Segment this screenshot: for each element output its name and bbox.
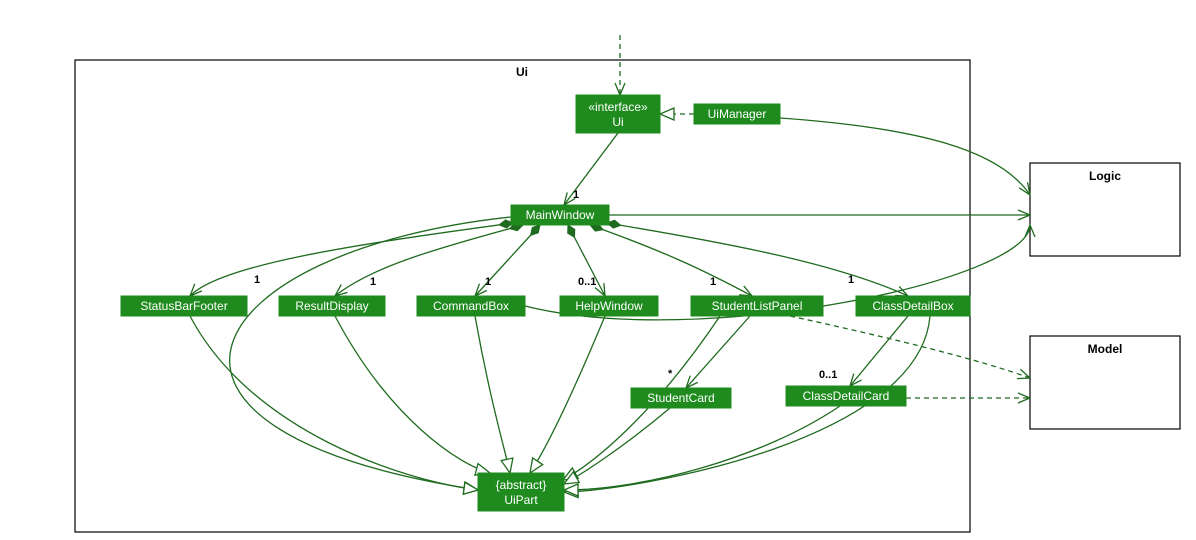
svg-text:StudentCard: StudentCard — [647, 391, 714, 405]
edge-studentcard-to-uipart — [564, 408, 670, 484]
class-statusbarfooter: StatusBarFooter — [121, 296, 247, 316]
package-ui-label: Ui — [516, 65, 528, 79]
class-mainwindow: MainWindow — [511, 205, 609, 225]
svg-text:ClassDetailCard: ClassDetailCard — [803, 389, 890, 403]
class-helpwindow: HelpWindow — [560, 296, 658, 316]
edge-mw-to-classdetailbox — [607, 223, 908, 296]
class-studentlistpanel: StudentListPanel — [691, 296, 823, 316]
svg-text:UiPart: UiPart — [504, 493, 538, 507]
class-studentcard: StudentCard — [631, 388, 731, 408]
svg-text:«interface»: «interface» — [588, 100, 648, 114]
edge-studentlist-to-studentcard — [686, 316, 750, 388]
class-commandbox: CommandBox — [417, 296, 525, 316]
svg-text:ClassDetailBox: ClassDetailBox — [872, 299, 953, 313]
edge-classdetailcard-to-uipart — [564, 406, 840, 490]
package-logic-label: Logic — [1089, 169, 1121, 183]
uml-diagram: Ui Logic Model 1 1 1 1 0..1 1 1 * 0..1 — [0, 0, 1196, 540]
mult-commandbox: 1 — [485, 276, 491, 288]
class-uimanager: UiManager — [694, 104, 780, 124]
mult-studentcard: * — [668, 368, 673, 380]
class-classdetailbox: ClassDetailBox — [856, 296, 970, 316]
mult-helpwindow: 0..1 — [578, 276, 596, 288]
svg-text:CommandBox: CommandBox — [433, 299, 509, 313]
class-ui-interface: «interface» Ui — [576, 95, 660, 133]
mult-classdetailbox: 1 — [848, 274, 854, 286]
edge-commandbox-to-uipart — [475, 316, 510, 473]
edge-mw-to-resultdisplay — [335, 225, 523, 296]
edge-helpwindow-to-uipart — [530, 316, 605, 473]
class-classdetailcard: ClassDetailCard — [786, 386, 906, 406]
svg-text:ResultDisplay: ResultDisplay — [295, 299, 368, 313]
svg-text:MainWindow: MainWindow — [526, 208, 595, 222]
svg-text:UiManager: UiManager — [708, 107, 767, 121]
edge-mw-to-studentlist — [590, 225, 752, 296]
edge-classdetailbox-to-classdetailcard — [850, 316, 908, 386]
class-resultdisplay: ResultDisplay — [279, 296, 385, 316]
mult-studentlist: 1 — [710, 276, 716, 288]
svg-text:HelpWindow: HelpWindow — [575, 299, 643, 313]
mult-mainwindow: 1 — [573, 189, 579, 201]
class-uipart: {abstract} UiPart — [478, 473, 564, 511]
edge-mainwindow-to-uipart — [230, 217, 511, 490]
mult-statusbar: 1 — [254, 274, 260, 286]
edge-uimanager-to-logic — [780, 118, 1030, 195]
svg-text:StatusBarFooter: StatusBarFooter — [140, 299, 227, 313]
mult-classdetailcard: 0..1 — [819, 369, 837, 381]
svg-text:StudentListPanel: StudentListPanel — [712, 299, 803, 313]
svg-text:{abstract}: {abstract} — [496, 478, 547, 492]
svg-text:Ui: Ui — [612, 115, 623, 129]
edge-resultdisplay-to-uipart — [335, 316, 490, 473]
package-model-label: Model — [1088, 342, 1123, 356]
mult-resultdisplay: 1 — [370, 276, 376, 288]
